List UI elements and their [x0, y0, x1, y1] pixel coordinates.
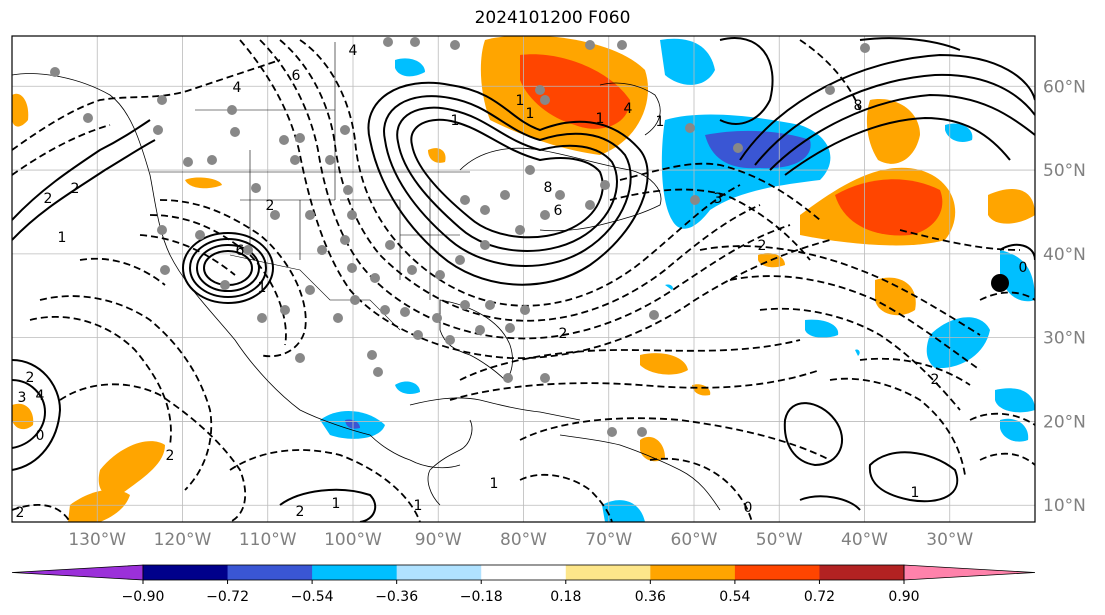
colorbar-tick-label: 0.36	[635, 589, 666, 605]
colorbar-segment	[650, 565, 736, 580]
colorbar-frame	[142, 564, 905, 581]
longitude-label: 30°W	[926, 530, 973, 550]
latitude-label: 60°N	[1043, 77, 1086, 97]
longitude-axis-labels: 130°W 120°W 110°W 100°W 90°W 80°W 70°W 60°W 50°W…	[68, 530, 973, 550]
colorbar-segment	[143, 565, 229, 580]
colorbar-tick-label: 0.72	[804, 589, 835, 605]
colorbar-tick-label: −0.72	[206, 589, 249, 605]
colorbar-tick-label: 0.18	[550, 589, 581, 605]
longitude-label: 40°W	[841, 530, 888, 550]
colorbar-tick-label: −0.54	[291, 589, 334, 605]
latitude-axis-labels: 60°N 50°N 40°N 30°N 20°N 10°N	[1043, 77, 1086, 516]
colorbar-tick-label: −0.90	[122, 589, 165, 605]
contour-label: 2	[296, 504, 305, 520]
contour-label: 1	[258, 280, 267, 296]
latitude-label: 10°N	[1043, 496, 1086, 516]
colorbar-segment	[227, 565, 313, 580]
contour-label: 6	[292, 68, 301, 84]
longitude-label: 110°W	[239, 530, 297, 550]
shaded-anomaly-areas	[12, 36, 1035, 522]
contour-label: 2	[71, 181, 80, 197]
contour-label: 1	[596, 111, 605, 127]
contour-label: 2	[26, 370, 35, 386]
contour-label: 2	[559, 326, 568, 342]
longitude-label: 90°W	[415, 530, 462, 550]
marker-point	[991, 274, 1009, 292]
contour-label: 0	[744, 500, 753, 516]
colorbar-tick-labels: −0.90 −0.72 −0.54 −0.36 −0.18 0.18 0.36 0.54 0.7…	[122, 580, 920, 605]
colorbar-tick-label: −0.36	[375, 589, 418, 605]
contour-label: 2	[266, 198, 275, 214]
contour-label: 1	[490, 476, 499, 492]
contour-label: 1	[911, 485, 920, 501]
longitude-label: 70°W	[585, 530, 632, 550]
contour-label: 2	[16, 505, 25, 521]
colorbar-segment	[734, 565, 820, 580]
colorbar-tick-label: 0.54	[719, 589, 750, 605]
longitude-label: 80°W	[500, 530, 547, 550]
latitude-label: 50°N	[1043, 161, 1086, 181]
colorbar	[11, 564, 1036, 581]
contour-label: 2	[166, 448, 175, 464]
colorbar-segment	[396, 565, 482, 580]
contour-label: 3	[18, 390, 27, 406]
colorbar-segment	[312, 565, 398, 580]
colorbar-extend-low	[11, 564, 144, 581]
contour-label: 2	[44, 191, 53, 207]
colorbar-tick-label: 0.90	[888, 589, 919, 605]
contour-label: 2	[931, 372, 940, 388]
longitude-label: 50°W	[756, 530, 803, 550]
colorbar-extend-high	[903, 564, 1036, 581]
map-title: 2024101200 F060	[474, 8, 631, 28]
contour-label: 3	[714, 191, 723, 207]
latitude-label: 40°N	[1043, 245, 1086, 265]
contour-label: 4	[624, 101, 633, 117]
contour-label: 1	[526, 106, 535, 122]
contour-label: 4	[233, 80, 242, 96]
colorbar-segment	[565, 565, 651, 580]
contour-label: 1	[332, 496, 341, 512]
colorbar-tick-label: −0.18	[460, 589, 503, 605]
colorbar-segment	[819, 565, 905, 580]
latitude-label: 20°N	[1043, 412, 1086, 432]
contour-label: 4	[36, 388, 45, 404]
contour-label: 8	[854, 98, 863, 114]
contour-label: 6	[236, 243, 245, 259]
solid-contours	[12, 37, 1035, 522]
contour-label: 1	[414, 498, 423, 514]
contour-label: 1	[451, 113, 460, 129]
longitude-label: 130°W	[68, 530, 126, 550]
contour-label: 2	[758, 238, 767, 254]
contour-label: 6	[554, 203, 563, 219]
latitude-label: 30°N	[1043, 329, 1086, 349]
contour-label: 0	[36, 428, 45, 444]
contour-label: 1	[516, 93, 525, 109]
station-dots	[50, 37, 870, 437]
contour-label: 8	[544, 180, 553, 196]
longitude-label: 100°W	[324, 530, 382, 550]
colorbar-segment	[481, 565, 567, 580]
gridlines	[12, 36, 1035, 522]
longitude-label: 60°W	[671, 530, 718, 550]
contour-label: 1	[58, 230, 67, 246]
contour-label: 0	[1019, 260, 1028, 276]
map-frame	[11, 35, 1036, 523]
longitude-label: 120°W	[154, 530, 212, 550]
contour-label: 4	[349, 43, 358, 59]
contour-label: 1	[656, 114, 665, 130]
